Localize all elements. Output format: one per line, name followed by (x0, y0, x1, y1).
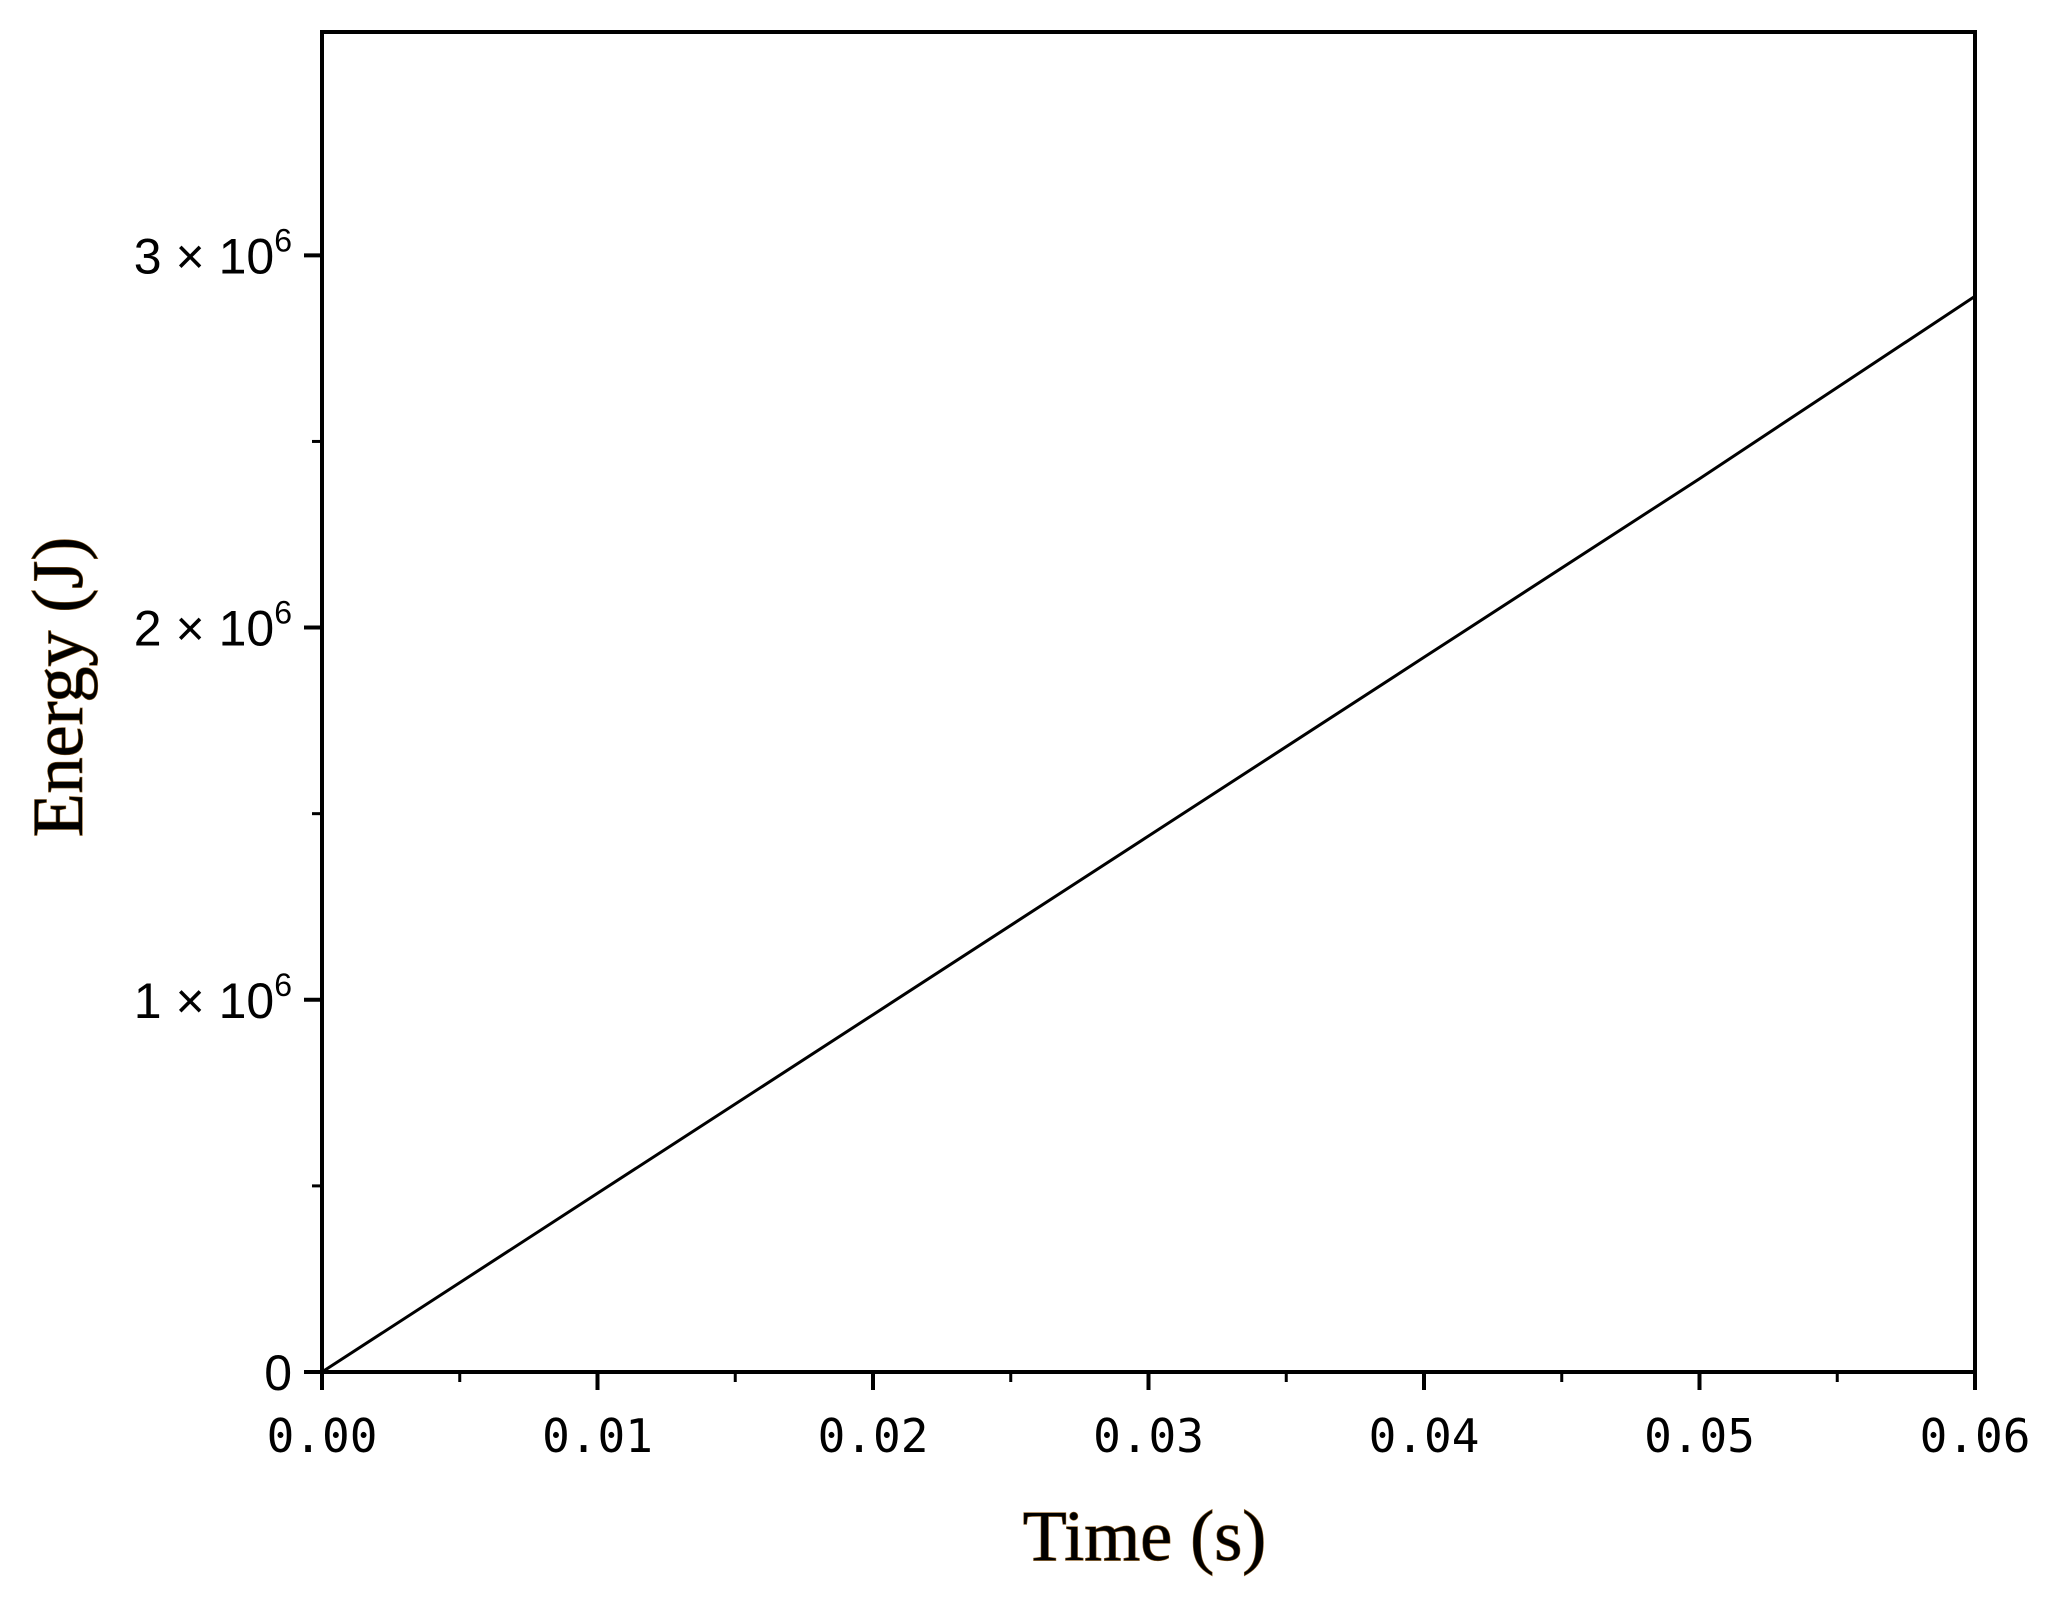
y-tick-label: 2 × 106 (134, 595, 292, 657)
x-tick-label: 0.03 (1093, 1409, 1204, 1463)
plot-frame (320, 30, 1977, 1374)
y-tick-label: 3 × 106 (134, 222, 292, 284)
x-tick-label: 0.00 (267, 1409, 378, 1463)
axis-ticks (304, 253, 1977, 1390)
x-tick-label: 0.04 (1369, 1409, 1480, 1463)
x-axis-label: Time (s) (1023, 1496, 1266, 1576)
x-tick-label: 0.06 (1920, 1409, 2031, 1463)
x-tick-label: 0.02 (818, 1409, 929, 1463)
x-tick-label: 0.05 (1644, 1409, 1755, 1463)
series-layer (321, 295, 1976, 1374)
series-line (321, 295, 1976, 1374)
y-tick-label: 1 × 106 (134, 967, 292, 1029)
x-tick-label: 0.01 (542, 1409, 653, 1463)
tick-labels: 0 1 × 106 2 × 106 3 × 106 0.00 0.01 0.02 0.03 0.… (134, 222, 2031, 1463)
y-tick-label: 0 (264, 1345, 292, 1401)
y-axis-label: Energy (J) (18, 537, 98, 838)
